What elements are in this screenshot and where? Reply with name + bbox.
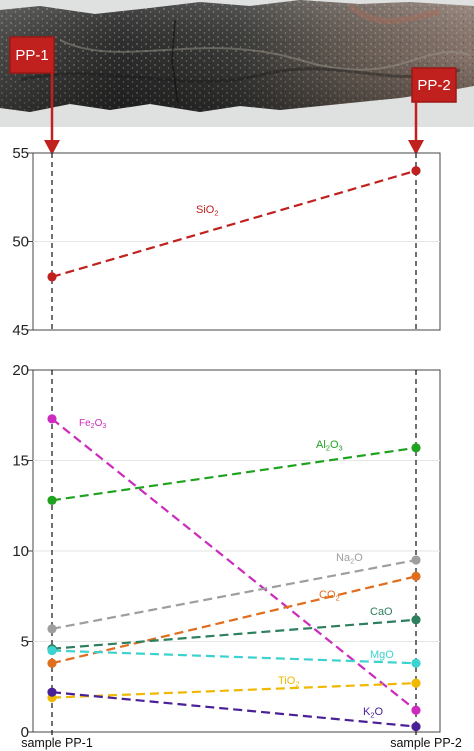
series-label-co2: CO2 xyxy=(319,589,340,603)
y-tick-label-oxides-5: 5 xyxy=(21,634,29,651)
y-tick-label-oxides-15: 15 xyxy=(12,453,29,470)
y-tick-label-oxides-20: 20 xyxy=(12,362,29,379)
marker-pp1-label: PP-1 xyxy=(15,47,48,64)
data-point-na2o-2 xyxy=(411,555,421,565)
data-point-mgo-1 xyxy=(47,645,57,656)
data-point-tio2-2 xyxy=(411,678,421,688)
y-tick-label-sio2-50: 50 xyxy=(12,234,29,251)
panel-sio2: 45 50 55 SiO2 xyxy=(12,145,441,339)
panel-oxides: 0 5 10 15 20 Fe2O3 Al2O3 Na2O CO2 CaO MgO Ti… xyxy=(12,362,441,741)
series-line-fe2o3 xyxy=(51,418,417,712)
series-line-cao xyxy=(51,618,417,650)
series-label-tio2: TiO2 xyxy=(278,675,299,689)
data-point-na2o-1 xyxy=(47,624,57,634)
y-tick-label-oxides-10: 10 xyxy=(12,543,29,560)
x-tick-label-pp1: sample PP-1 xyxy=(21,736,93,750)
y-tick-label-sio2-55: 55 xyxy=(12,145,29,162)
data-point-fe2o3-2 xyxy=(411,705,421,715)
data-point-co2-1 xyxy=(47,658,57,668)
marker-pp2: PP-2 xyxy=(411,67,457,103)
series-label-sio2: SiO2 xyxy=(196,204,219,218)
data-point-k2o-2 xyxy=(411,721,421,732)
marker-pp1: PP-1 xyxy=(9,36,55,74)
series-label-na2o: Na2O xyxy=(336,552,363,566)
series-line-k2o xyxy=(51,691,417,728)
series-label-k2o: K2O xyxy=(363,706,384,720)
series-line-co2 xyxy=(51,575,417,665)
arrow-pp1 xyxy=(44,73,60,155)
data-point-co2-2 xyxy=(411,571,421,581)
series-line-tio2 xyxy=(51,682,417,699)
arrow-pp2 xyxy=(408,102,424,155)
y-tick-label-sio2-45: 45 xyxy=(12,322,29,339)
series-line-sio2 xyxy=(51,169,417,278)
series-label-al2o3: Al2O3 xyxy=(316,439,343,453)
series-label-cao: CaO xyxy=(370,606,393,618)
series-label-fe2o3: Fe2O3 xyxy=(79,418,106,430)
series-line-mgo xyxy=(51,649,417,665)
data-point-mgo-2 xyxy=(411,658,421,668)
series-line-na2o xyxy=(51,558,417,630)
data-point-cao-2 xyxy=(411,615,421,625)
rock-specimen-image xyxy=(0,0,474,112)
series-line-al2o3 xyxy=(51,446,417,502)
data-point-al2o3-2 xyxy=(411,443,421,453)
data-point-al2o3-1 xyxy=(47,495,57,505)
data-point-k2o-1 xyxy=(47,687,57,697)
y-tick-label-oxides-0: 0 xyxy=(21,724,29,741)
data-point-sio2-1 xyxy=(47,272,57,282)
marker-pp2-label: PP-2 xyxy=(417,77,450,94)
x-tick-label-pp2: sample PP-2 xyxy=(390,736,462,750)
series-label-mgo: MgO xyxy=(370,649,394,661)
data-point-sio2-2 xyxy=(411,166,421,176)
data-point-fe2o3-1 xyxy=(47,414,57,424)
